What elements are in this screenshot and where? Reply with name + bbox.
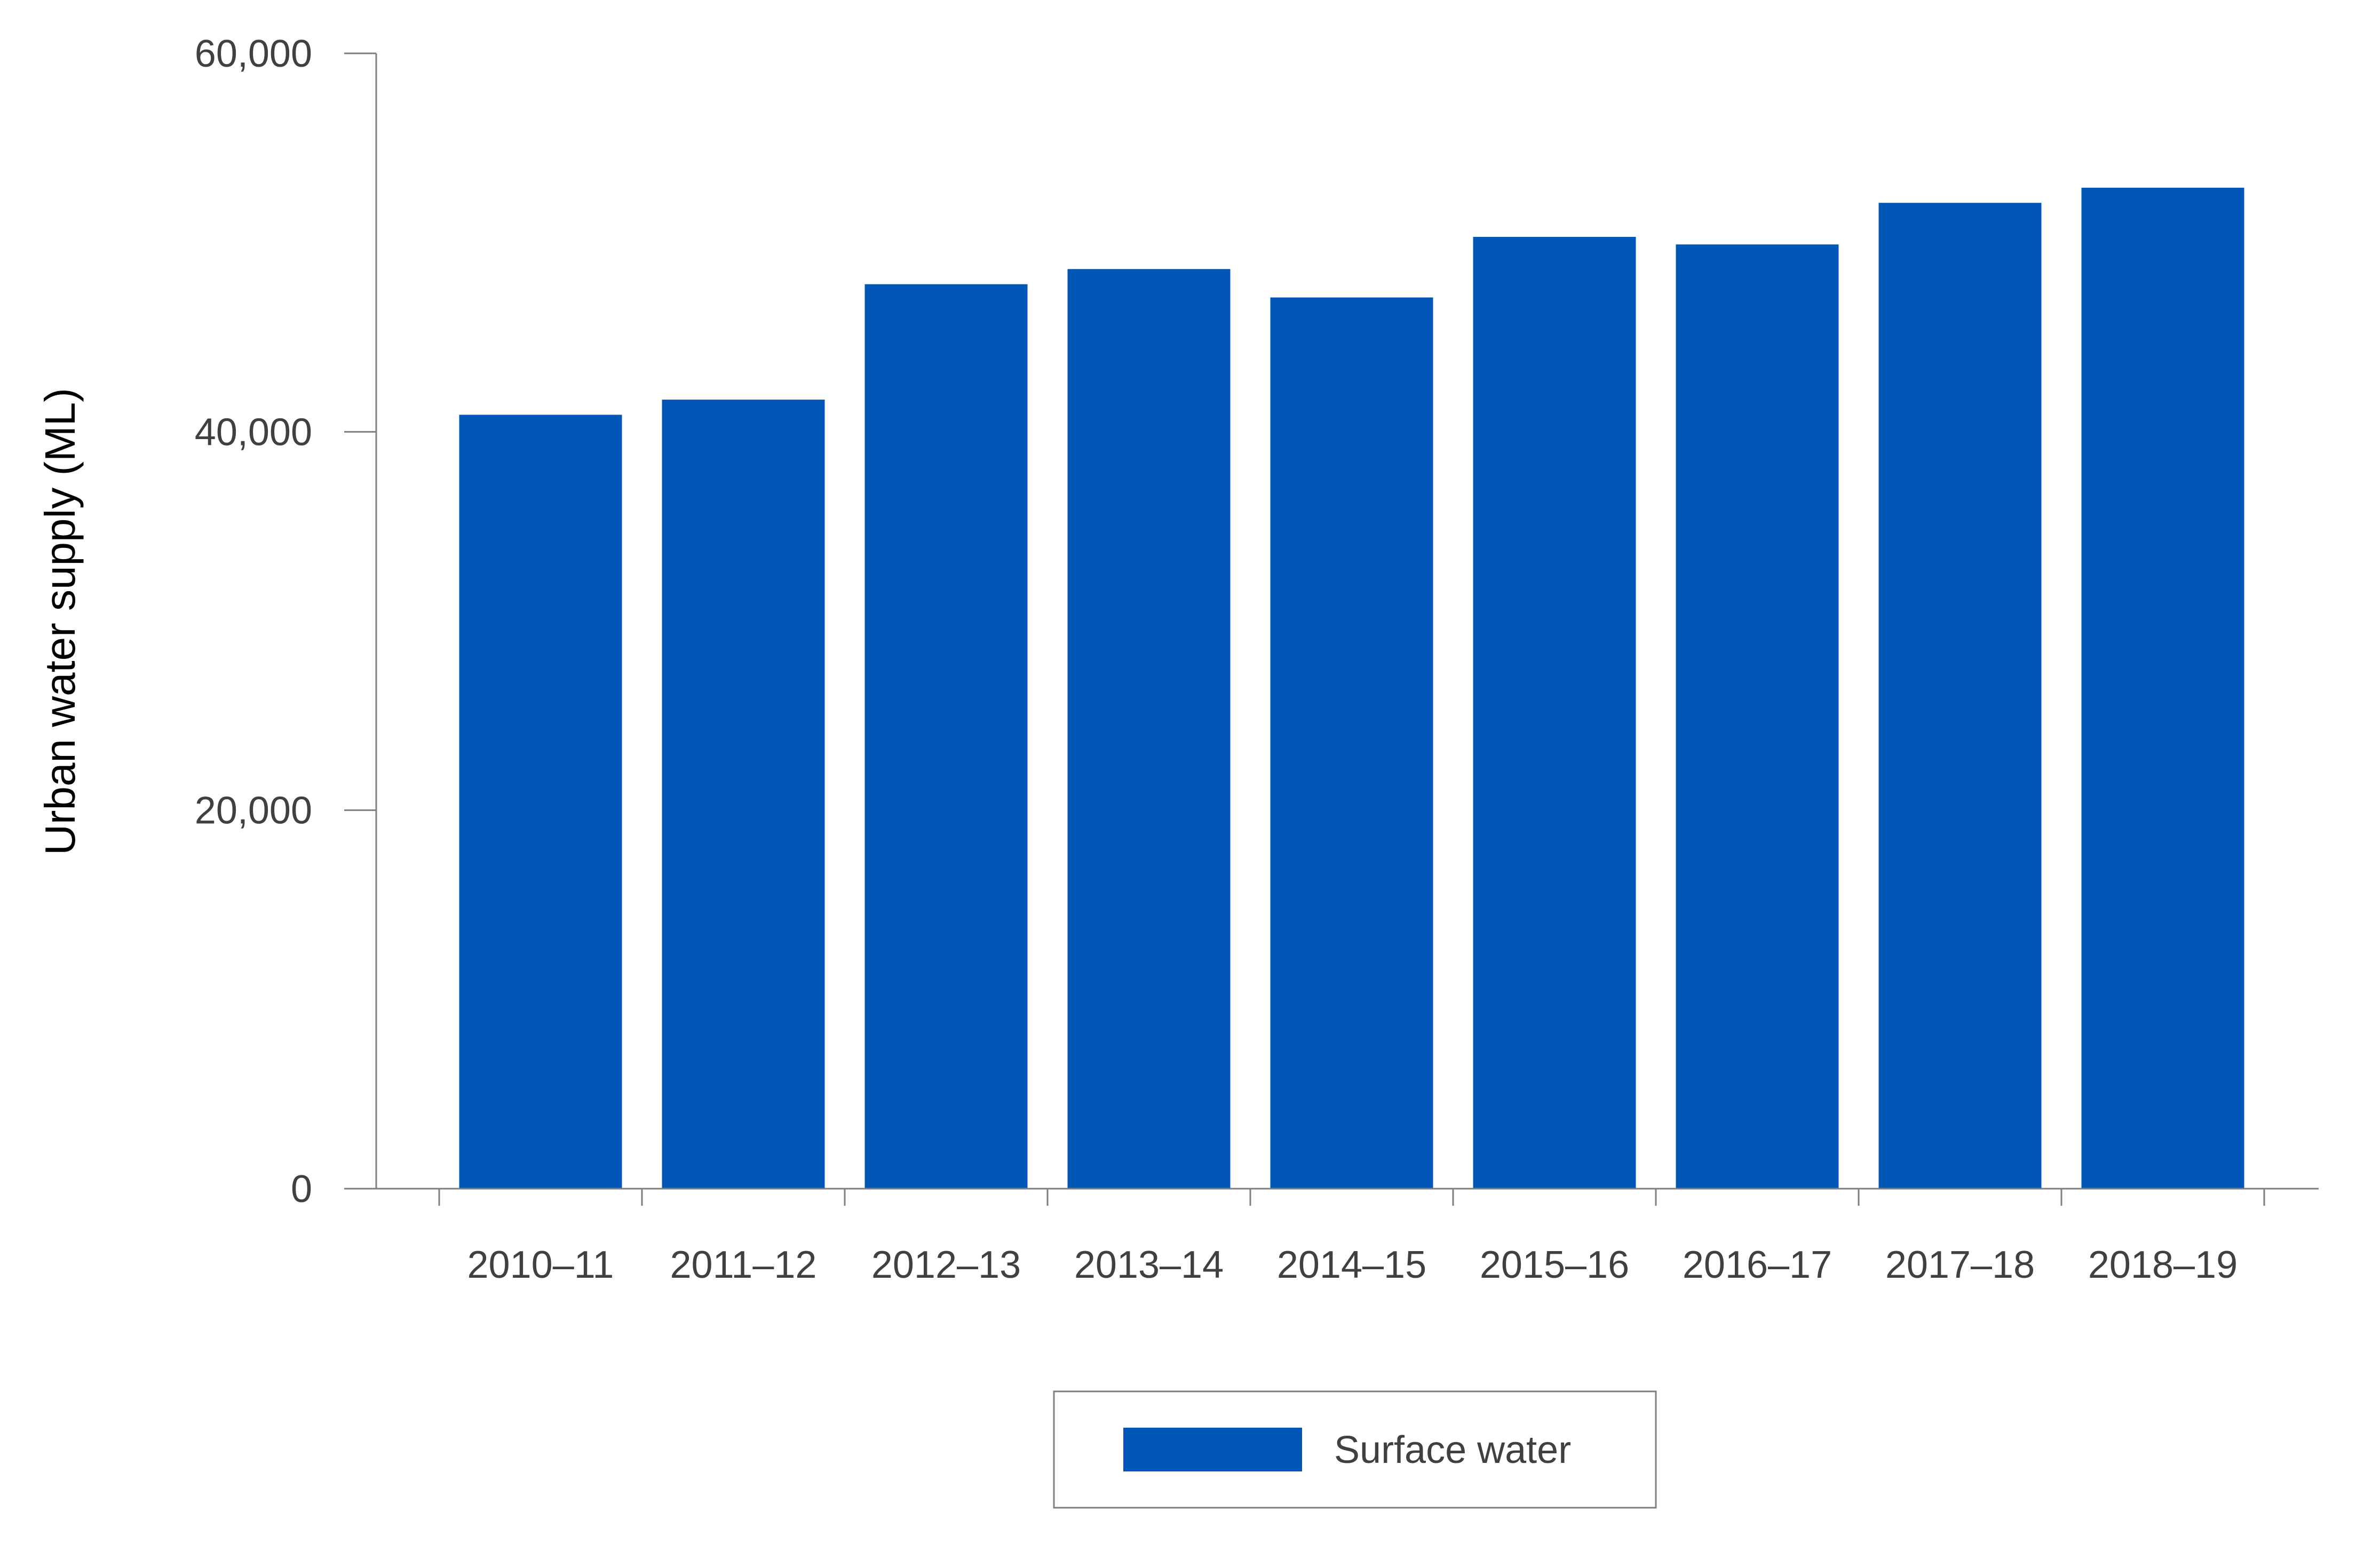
x-tick-label: 2018–19: [2088, 1244, 2238, 1286]
bar-2015–16: [1473, 237, 1636, 1189]
bar-2012–13: [864, 284, 1028, 1189]
bars: [459, 187, 2244, 1189]
x-tick-label: 2014–15: [1277, 1244, 1426, 1286]
x-tick-label: 2012–13: [871, 1244, 1021, 1286]
x-tick-label: 2010–11: [467, 1244, 614, 1286]
x-tick-label: 2016–17: [1683, 1244, 1832, 1286]
bar-2013–14: [1067, 269, 1231, 1189]
x-ticks: 2010–11 2011–12 2012–13 2013–14 2014–15 2015–…: [438, 1189, 2265, 1286]
bar-2018–19: [2081, 187, 2244, 1189]
legend-swatch-surface-water: [1123, 1428, 1302, 1471]
x-tick-label: 2017–18: [1885, 1244, 2035, 1286]
bar-2017–18: [1878, 203, 2042, 1189]
legend: Surface water: [1053, 1390, 1657, 1509]
y-axis-label: Urban water supply (ML): [36, 388, 84, 855]
legend-label-surface-water: Surface water: [1334, 1429, 1571, 1471]
x-tick-label: 2015–16: [1480, 1244, 1629, 1286]
bar-2014–15: [1270, 297, 1433, 1189]
y-tick-label: 0: [291, 1168, 312, 1211]
bar-2011–12: [662, 400, 825, 1189]
bar-2010–11: [459, 415, 622, 1189]
y-ticks: 0 20,000 40,000 60,000: [195, 33, 376, 1211]
y-tick-label: 60,000: [195, 33, 312, 75]
y-tick-label: 20,000: [195, 790, 312, 832]
y-tick-label: 40,000: [195, 411, 312, 453]
x-tick-label: 2011–12: [670, 1244, 817, 1286]
x-tick-label: 2013–14: [1074, 1244, 1224, 1286]
bar-2016–17: [1676, 244, 1839, 1189]
axes: [344, 53, 2319, 1190]
